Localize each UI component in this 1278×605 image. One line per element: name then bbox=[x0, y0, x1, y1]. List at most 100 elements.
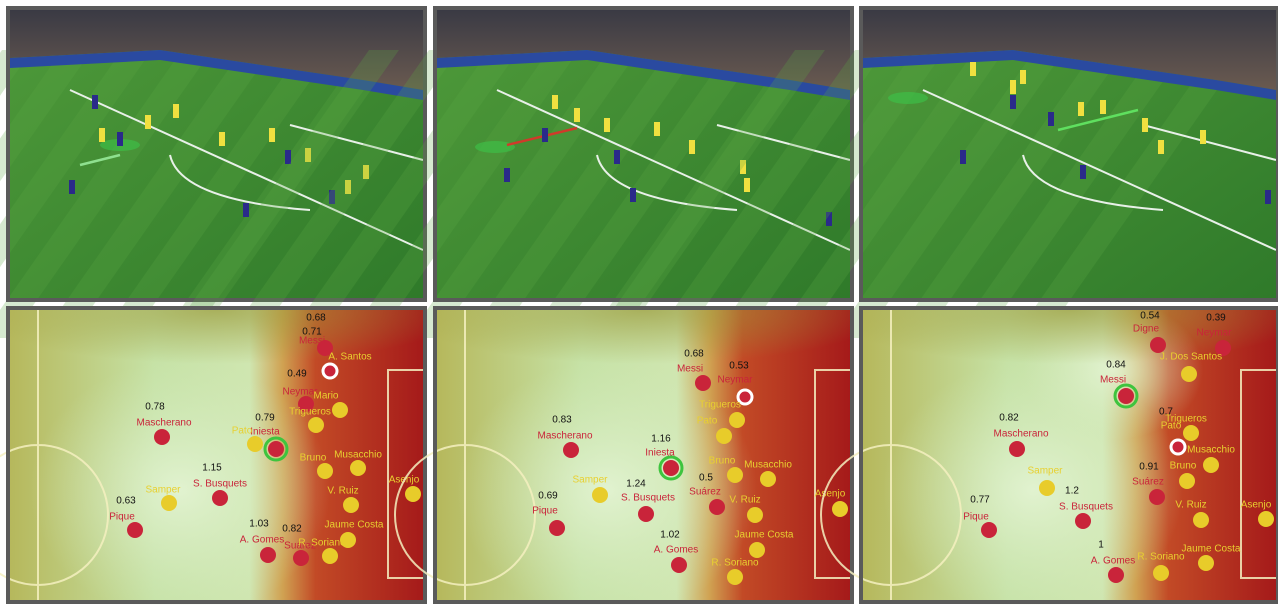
player-name: R. Soriano bbox=[1137, 552, 1185, 563]
player-dot-villarreal bbox=[161, 495, 177, 511]
player-dot-villarreal bbox=[749, 542, 765, 558]
player-value: 0.63 bbox=[116, 496, 136, 507]
player-dot-villarreal bbox=[350, 460, 366, 476]
player-dot-barca bbox=[1118, 388, 1134, 404]
player-name: Jaume Costa bbox=[1182, 544, 1241, 555]
player-villarreal bbox=[574, 108, 580, 122]
player-villarreal bbox=[1142, 118, 1148, 132]
player-name: Samper bbox=[1027, 466, 1063, 477]
player-dot-barca bbox=[671, 557, 687, 573]
player-dot-barca bbox=[127, 522, 143, 538]
player-name: Mascherano bbox=[136, 418, 191, 429]
player-name: Iniesta bbox=[645, 448, 675, 459]
player-villarreal bbox=[1158, 140, 1164, 154]
player-name: Bruno bbox=[709, 456, 736, 467]
player-dot-barca bbox=[154, 429, 170, 445]
player-name: R. Soriano bbox=[298, 538, 346, 549]
player-name: Samper bbox=[145, 485, 181, 496]
player-dot-barca bbox=[1149, 489, 1165, 505]
player-name: S. Busquets bbox=[1059, 502, 1113, 513]
player-name: A. Gomes bbox=[1091, 556, 1135, 567]
player-value: 1 bbox=[1098, 540, 1104, 551]
player-dot-barca bbox=[549, 520, 565, 536]
player-value: 0.79 bbox=[255, 413, 275, 424]
player-name: Musacchio bbox=[1187, 445, 1235, 456]
player-value: 0.69 bbox=[538, 491, 558, 502]
player-value: 0.49 bbox=[287, 369, 307, 380]
player-dot-barca bbox=[709, 499, 725, 515]
player-value: 0.83 bbox=[552, 415, 572, 426]
player-dot-villarreal bbox=[727, 569, 743, 585]
player-dot-villarreal bbox=[317, 463, 333, 479]
player-name: Jaume Costa bbox=[325, 520, 384, 531]
player-villarreal bbox=[1010, 80, 1016, 94]
player-barca bbox=[1080, 165, 1086, 179]
player-value: 0.53 bbox=[729, 361, 749, 372]
player-name: Asenjo bbox=[1241, 500, 1272, 511]
player-name: Trigueros bbox=[289, 407, 331, 418]
player-villarreal bbox=[552, 95, 558, 109]
player-barca bbox=[69, 180, 75, 194]
player-barca bbox=[614, 150, 620, 164]
heat-top bbox=[437, 310, 850, 400]
player-name: V. Ruiz bbox=[327, 486, 358, 497]
player-name: V. Ruiz bbox=[1175, 500, 1206, 511]
player-name: Suárez bbox=[689, 487, 721, 498]
player-value: 1.2 bbox=[1065, 486, 1079, 497]
player-value: 1.02 bbox=[660, 530, 680, 541]
player-dot-villarreal bbox=[1181, 366, 1197, 382]
player-name: A. Santos bbox=[328, 352, 371, 363]
player-barca bbox=[92, 95, 98, 109]
player-barca bbox=[630, 188, 636, 202]
player-barca bbox=[960, 150, 966, 164]
player-dot-villarreal bbox=[322, 548, 338, 564]
player-value: 1.16 bbox=[651, 434, 671, 445]
player-dot-barca bbox=[663, 460, 679, 476]
player-value: 1.15 bbox=[202, 463, 222, 474]
player-barca bbox=[542, 128, 548, 142]
player-name: Mario bbox=[313, 391, 338, 402]
player-dot-barca bbox=[1108, 567, 1124, 583]
player-value: 0.5 bbox=[699, 473, 713, 484]
player-name: Pique bbox=[963, 512, 989, 523]
player-dot-villarreal bbox=[1203, 457, 1219, 473]
player-dot-villarreal bbox=[760, 471, 776, 487]
player-name: Bruno bbox=[1170, 461, 1197, 472]
player-villarreal bbox=[1078, 102, 1084, 116]
player-barca bbox=[243, 203, 249, 217]
player-name: Pato bbox=[232, 426, 253, 437]
player-dot-barca bbox=[1009, 441, 1025, 457]
player-value: 0.78 bbox=[145, 402, 165, 413]
player-name: Pato bbox=[697, 416, 718, 427]
page: Messi0.68A. Santos0.71Neymar0.49MarioTri… bbox=[0, 0, 1278, 605]
player-villarreal bbox=[1020, 70, 1026, 84]
player-dot-villarreal bbox=[832, 501, 848, 517]
ball-holder bbox=[1171, 440, 1185, 454]
player-villarreal bbox=[654, 122, 660, 136]
player-value: 0.84 bbox=[1106, 360, 1126, 371]
player-dot-barca bbox=[268, 441, 284, 457]
player-dot-barca bbox=[212, 490, 228, 506]
player-name: R. Soriano bbox=[711, 558, 759, 569]
player-villarreal bbox=[219, 132, 225, 146]
player-value: 0.54 bbox=[1140, 311, 1160, 322]
player-dot-villarreal bbox=[343, 497, 359, 513]
player-name: Messi bbox=[1100, 375, 1126, 386]
player-name: Musacchio bbox=[744, 460, 792, 471]
player-dot-barca bbox=[981, 522, 997, 538]
heatmap-panel: Digne0.54Neymar0.39J. Dos SantosMessi0.8… bbox=[821, 300, 1278, 605]
player-name: Neymar bbox=[717, 375, 753, 386]
player-name: Mascherano bbox=[993, 429, 1048, 440]
player-value: 0.68 bbox=[306, 313, 326, 324]
player-villarreal bbox=[604, 118, 610, 132]
player-value: 0.77 bbox=[970, 495, 990, 506]
player-dot-villarreal bbox=[405, 486, 421, 502]
player-name: Digne bbox=[1133, 324, 1160, 335]
player-dot-villarreal bbox=[1153, 565, 1169, 581]
player-villarreal bbox=[1100, 100, 1106, 114]
player-dot-barca bbox=[260, 547, 276, 563]
player-name: J. Dos Santos bbox=[1160, 352, 1222, 363]
highlight bbox=[475, 141, 515, 153]
player-villarreal bbox=[269, 128, 275, 142]
player-dot-villarreal bbox=[1193, 512, 1209, 528]
